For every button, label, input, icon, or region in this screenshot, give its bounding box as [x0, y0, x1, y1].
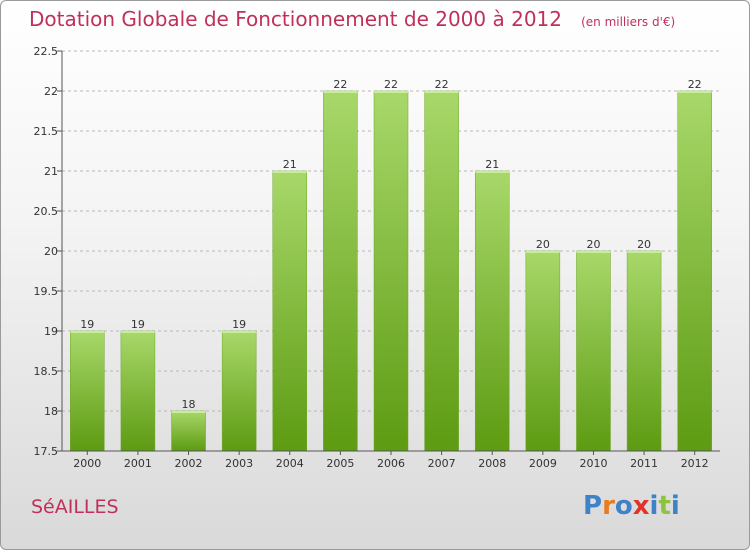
bar-highlight — [424, 91, 459, 93]
bar-highlight — [171, 411, 206, 413]
axis-layer: 17.5 18 18.5 19 19.5 20 20.5 21 21.5 22 22.5 2000 20… — [34, 45, 720, 470]
y-tick-label: 18.5 — [34, 365, 59, 378]
x-tick-label-2000: 2000 — [73, 457, 101, 470]
logo-letter: r — [602, 491, 615, 521]
logo-letter: t — [658, 491, 671, 521]
x-tick-label-2011: 2011 — [630, 457, 658, 470]
data-label-2000: 19 — [80, 318, 94, 331]
data-label-2004: 21 — [283, 158, 297, 171]
bar-2010 — [576, 250, 611, 452]
bar-2007 — [424, 90, 459, 452]
bar-highlight — [272, 171, 307, 173]
y-tick-label: 17.5 — [34, 445, 59, 458]
data-label-2006: 22 — [384, 78, 398, 91]
data-label-2003: 19 — [232, 318, 246, 331]
bar-highlight — [627, 251, 662, 253]
data-label-2012: 22 — [688, 78, 702, 91]
chart-unit-label: (en milliers d'€) — [581, 15, 676, 29]
proxiti-logo[interactable]: Proxiti — [583, 491, 680, 521]
bar-2000 — [70, 330, 105, 452]
x-tick-label-2003: 2003 — [225, 457, 253, 470]
bar-2003 — [221, 330, 257, 452]
logo-letter: i — [670, 491, 680, 521]
x-tick-label-2001: 2001 — [124, 457, 152, 470]
x-tick-label-2008: 2008 — [478, 457, 506, 470]
y-tick-label: 22 — [44, 85, 58, 98]
bar-2005 — [323, 90, 358, 452]
bar-highlight — [374, 91, 408, 93]
data-label-2011: 20 — [637, 238, 651, 251]
y-tick-label: 21 — [44, 165, 58, 178]
data-label-2009: 20 — [536, 238, 550, 251]
y-tick-label: 21.5 — [34, 125, 59, 138]
x-tick-label-2004: 2004 — [276, 457, 304, 470]
bar-highlight — [475, 171, 510, 173]
city-name: SéAILLES — [31, 496, 119, 518]
y-tick-label: 22.5 — [34, 45, 59, 58]
bar-2012 — [677, 90, 712, 452]
x-tick-label-2010: 2010 — [579, 457, 607, 470]
bar-2006 — [373, 90, 409, 452]
bar-highlight — [677, 91, 712, 93]
bar-2001 — [120, 330, 156, 452]
bar-2004 — [272, 170, 308, 452]
bar-highlight — [120, 331, 155, 333]
chart-title: Dotation Globale de Fonctionnement de 20… — [29, 7, 562, 31]
data-label-2008: 21 — [485, 158, 499, 171]
x-tick-label-2009: 2009 — [529, 457, 557, 470]
logo-letter: i — [649, 491, 659, 521]
x-tick-label-2002: 2002 — [175, 457, 203, 470]
x-tick-label-2012: 2012 — [681, 457, 709, 470]
bar-2002 — [171, 410, 206, 452]
x-tick-label-2006: 2006 — [377, 457, 405, 470]
bar-layer: 19 19 18 19 21 22 22 22 21 20 20 20 22 — [70, 78, 712, 452]
bar-highlight — [525, 251, 560, 253]
y-tick-label: 20.5 — [34, 205, 59, 218]
data-label-2001: 19 — [131, 318, 145, 331]
data-label-2002: 18 — [182, 398, 196, 411]
y-tick-label: 20 — [44, 245, 58, 258]
logo-letter: o — [614, 491, 633, 521]
x-tick-label-2005: 2005 — [326, 457, 354, 470]
title-row: Dotation Globale de Fonctionnement de 20… — [29, 7, 675, 31]
y-tick-label: 19.5 — [34, 285, 59, 298]
bar-2011 — [626, 250, 662, 452]
data-label-2007: 22 — [435, 78, 449, 91]
data-label-2010: 20 — [586, 238, 600, 251]
bar-highlight — [576, 251, 611, 253]
logo-letter: P — [583, 491, 603, 521]
logo-letter: x — [632, 491, 650, 521]
bar-highlight — [222, 331, 257, 333]
data-label-2005: 22 — [333, 78, 347, 91]
y-tick-label: 18 — [44, 405, 58, 418]
bar-2008 — [474, 170, 510, 452]
x-tick-label-2007: 2007 — [428, 457, 456, 470]
bar-highlight — [323, 91, 358, 93]
bar-highlight — [70, 331, 105, 333]
bar-2009 — [525, 250, 561, 452]
y-tick-label: 19 — [44, 325, 58, 338]
